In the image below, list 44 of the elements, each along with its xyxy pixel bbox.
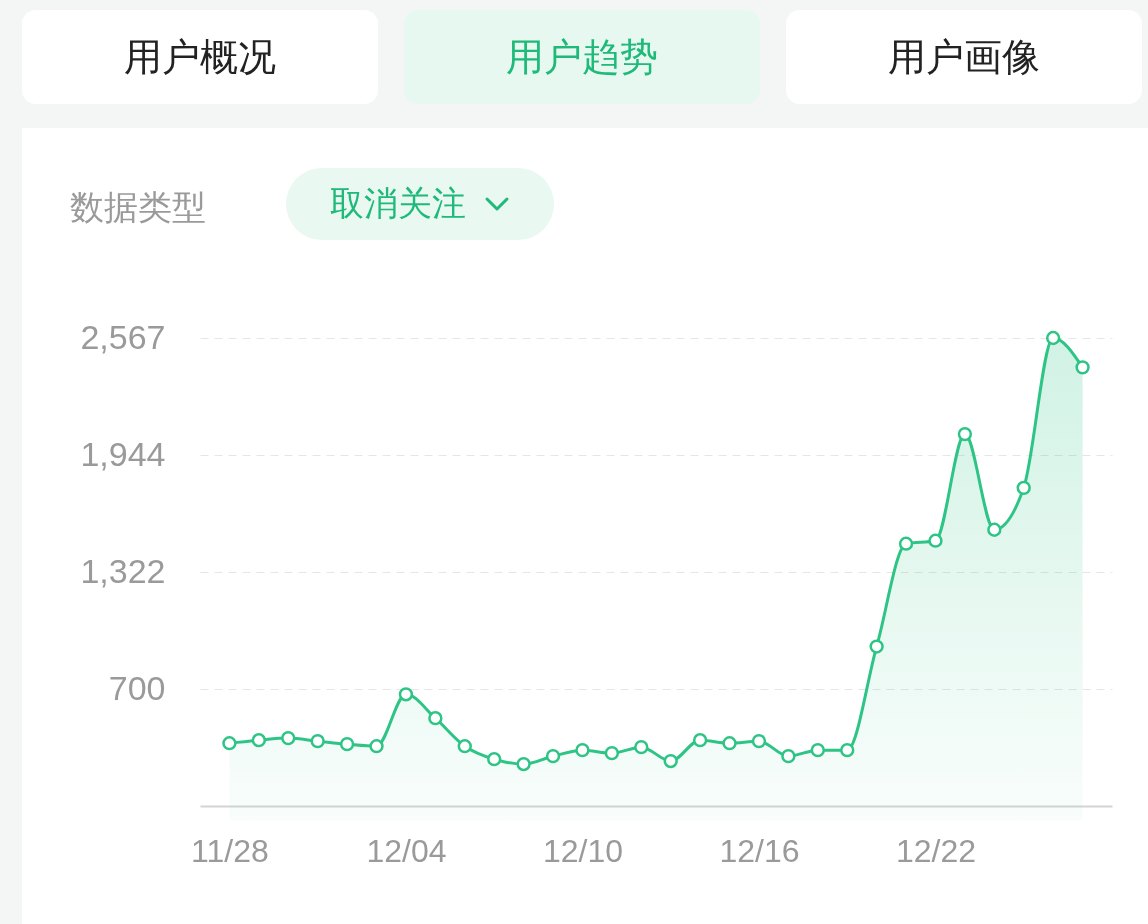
text: 用户画像	[786, 10, 1142, 104]
y-tick-label: 1,322	[80, 551, 166, 590]
point	[516, 756, 531, 772]
point	[928, 533, 943, 548]
x-tick-label: 11/28	[191, 832, 269, 869]
point	[898, 536, 914, 551]
point	[692, 733, 708, 748]
point	[987, 522, 1002, 537]
point	[545, 749, 561, 764]
text: 取消关注	[330, 183, 466, 224]
y-tick-label: 700	[108, 668, 166, 707]
point	[1046, 330, 1061, 346]
point	[663, 753, 678, 769]
x-tick-label: 12/04	[366, 832, 447, 869]
y-tick-label: 1,944	[80, 434, 166, 473]
point	[957, 426, 973, 442]
point	[398, 687, 414, 702]
point	[575, 743, 590, 758]
point	[810, 743, 825, 758]
y-tick-label: 2,567	[80, 317, 166, 356]
point	[369, 739, 384, 754]
point	[604, 746, 620, 761]
point	[1075, 360, 1090, 375]
text: 用户概况	[22, 10, 378, 104]
point	[751, 733, 767, 749]
point	[869, 639, 884, 654]
point	[722, 736, 737, 751]
point	[281, 730, 296, 746]
point	[428, 711, 443, 726]
point	[1016, 480, 1031, 496]
point	[251, 733, 266, 748]
x-tick-label: 12/22	[895, 832, 977, 869]
point	[310, 733, 325, 749]
text: 用户趋势	[404, 10, 760, 104]
x-tick-label: 12/10	[542, 832, 623, 869]
point	[781, 749, 796, 764]
x-tick-label: 12/16	[719, 832, 800, 869]
point	[634, 739, 649, 755]
point	[339, 736, 355, 752]
text: 数据类型	[70, 187, 206, 228]
point	[840, 743, 855, 758]
point	[222, 736, 237, 751]
point	[487, 752, 502, 767]
point	[457, 739, 472, 754]
